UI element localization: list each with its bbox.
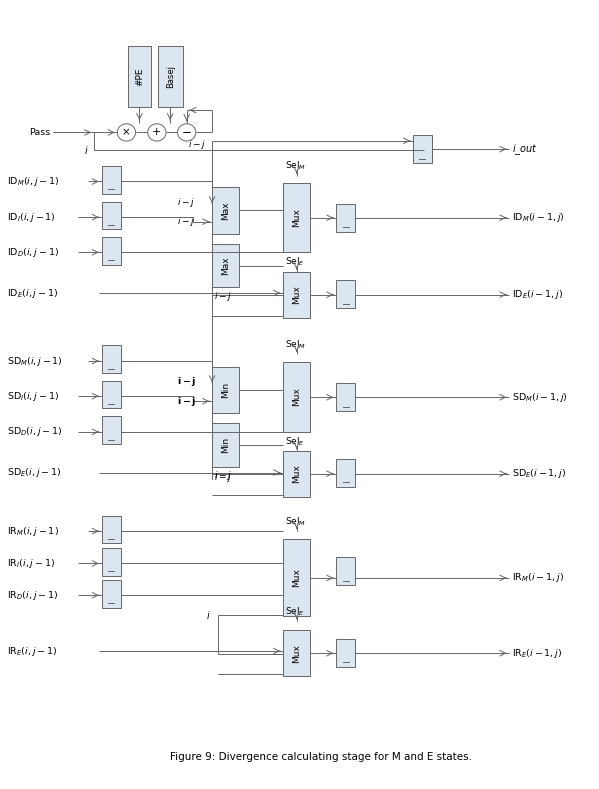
Text: $\mathrm{Sel}_M$: $\mathrm{Sel}_M$ — [285, 338, 306, 350]
FancyBboxPatch shape — [212, 424, 238, 467]
Text: $\mathrm{ID}_E(i,j-1)$: $\mathrm{ID}_E(i,j-1)$ — [7, 286, 58, 300]
FancyBboxPatch shape — [102, 166, 120, 194]
Text: −: − — [181, 126, 192, 139]
FancyBboxPatch shape — [102, 548, 120, 576]
FancyBboxPatch shape — [212, 367, 238, 413]
Text: $i-j$: $i-j$ — [214, 469, 232, 482]
Text: $\mathrm{SD}_M(i-1,j)$: $\mathrm{SD}_M(i-1,j)$ — [512, 391, 568, 404]
FancyBboxPatch shape — [212, 186, 238, 234]
Text: ×: × — [122, 127, 131, 137]
Text: $\mathrm{IR}_I(i,j-1)$: $\mathrm{IR}_I(i,j-1)$ — [7, 557, 55, 570]
Text: $\mathrm{ID}_I(i,j-1)$: $\mathrm{ID}_I(i,j-1)$ — [7, 211, 56, 223]
Text: $i$: $i$ — [206, 609, 211, 621]
Text: $\mathrm{SD}_M(i,j-1)$: $\mathrm{SD}_M(i,j-1)$ — [7, 354, 63, 368]
FancyBboxPatch shape — [283, 540, 310, 616]
Text: $\mathrm{IR}_M(i-1,j)$: $\mathrm{IR}_M(i-1,j)$ — [512, 571, 564, 585]
Text: $i-j$: $i-j$ — [177, 196, 195, 208]
Text: $\mathrm{Sel}_E$: $\mathrm{Sel}_E$ — [285, 256, 304, 268]
Text: $\mathrm{IR}_E(i,j-1)$: $\mathrm{IR}_E(i,j-1)$ — [7, 645, 58, 657]
Text: $\mathrm{IR}_M(i,j-1)$: $\mathrm{IR}_M(i,j-1)$ — [7, 525, 59, 537]
Text: Mux: Mux — [292, 208, 301, 227]
Text: $\mathrm{ID}_E(i-1,j)$: $\mathrm{ID}_E(i-1,j)$ — [512, 288, 563, 301]
Text: $\mathbf{i-j}$: $\mathbf{i-j}$ — [177, 375, 196, 387]
FancyBboxPatch shape — [102, 237, 120, 264]
Text: $i-j$: $i-j$ — [177, 215, 195, 228]
Text: $\mathrm{Sel}_E$: $\mathrm{Sel}_E$ — [285, 436, 304, 448]
FancyBboxPatch shape — [102, 515, 120, 544]
Circle shape — [148, 124, 166, 141]
Text: #PE: #PE — [135, 67, 144, 86]
FancyBboxPatch shape — [102, 417, 120, 444]
Text: $\mathrm{SD}_I(i,j-1)$: $\mathrm{SD}_I(i,j-1)$ — [7, 390, 59, 402]
Text: $\mathrm{SD}_E(i-1,j)$: $\mathrm{SD}_E(i-1,j)$ — [512, 467, 567, 481]
Text: Figure 9: Divergence calculating stage for M and E states.: Figure 9: Divergence calculating stage f… — [170, 752, 471, 762]
Text: Max: Max — [221, 256, 230, 275]
FancyBboxPatch shape — [283, 182, 310, 252]
FancyBboxPatch shape — [283, 451, 310, 496]
Text: $\mathrm{ID}_M(i-1,j)$: $\mathrm{ID}_M(i-1,j)$ — [512, 211, 565, 224]
Text: Mux: Mux — [292, 387, 301, 406]
Text: $\mathbf{i-j}$: $\mathbf{i-j}$ — [177, 394, 196, 408]
Text: $i-j$: $i-j$ — [189, 138, 207, 151]
FancyBboxPatch shape — [158, 46, 183, 107]
FancyBboxPatch shape — [336, 639, 355, 667]
Text: Mux: Mux — [292, 464, 301, 483]
Text: Basej: Basej — [166, 65, 175, 88]
Text: $\mathrm{IR}_E(i-1,j)$: $\mathrm{IR}_E(i-1,j)$ — [512, 647, 562, 660]
Text: +: + — [152, 127, 162, 137]
Text: Min: Min — [221, 437, 230, 454]
Text: $\mathrm{Sel}_E$: $\mathrm{Sel}_E$ — [285, 606, 304, 619]
FancyBboxPatch shape — [413, 135, 432, 163]
Text: $i$: $i$ — [84, 144, 89, 156]
Text: Mux: Mux — [292, 644, 301, 663]
Text: $\mathrm{Sel}_M$: $\mathrm{Sel}_M$ — [285, 159, 306, 172]
FancyBboxPatch shape — [336, 383, 355, 411]
Text: Mux: Mux — [292, 286, 301, 304]
Text: Pass: Pass — [29, 128, 50, 137]
FancyBboxPatch shape — [336, 280, 355, 308]
FancyBboxPatch shape — [102, 380, 120, 409]
Text: $\mathrm{ID}_D(i,j-1)$: $\mathrm{ID}_D(i,j-1)$ — [7, 246, 59, 259]
Text: $\mathrm{ID}_M(i,j-1)$: $\mathrm{ID}_M(i,j-1)$ — [7, 175, 60, 188]
Text: $i-j$: $i-j$ — [214, 290, 232, 304]
Text: Mux: Mux — [292, 569, 301, 587]
FancyBboxPatch shape — [102, 201, 120, 230]
FancyBboxPatch shape — [336, 557, 355, 585]
Text: $i\_out$: $i\_out$ — [512, 142, 538, 156]
Text: $\mathrm{IR}_D(i,j-1)$: $\mathrm{IR}_D(i,j-1)$ — [7, 589, 59, 602]
Circle shape — [177, 124, 196, 141]
Circle shape — [117, 124, 135, 141]
Text: $i-j$: $i-j$ — [214, 470, 232, 484]
Text: $\mathrm{Sel}_M$: $\mathrm{Sel}_M$ — [285, 515, 306, 528]
FancyBboxPatch shape — [128, 46, 151, 107]
FancyBboxPatch shape — [102, 580, 120, 608]
Text: Max: Max — [221, 201, 230, 219]
FancyBboxPatch shape — [212, 244, 238, 287]
FancyBboxPatch shape — [283, 630, 310, 676]
FancyBboxPatch shape — [336, 204, 355, 232]
FancyBboxPatch shape — [336, 458, 355, 487]
FancyBboxPatch shape — [102, 346, 120, 373]
Text: Min: Min — [221, 382, 230, 398]
Text: $\mathrm{SD}_D(i,j-1)$: $\mathrm{SD}_D(i,j-1)$ — [7, 425, 62, 439]
FancyBboxPatch shape — [283, 362, 310, 432]
Text: $\mathrm{SD}_E(i,j-1)$: $\mathrm{SD}_E(i,j-1)$ — [7, 466, 62, 479]
FancyBboxPatch shape — [283, 272, 310, 317]
